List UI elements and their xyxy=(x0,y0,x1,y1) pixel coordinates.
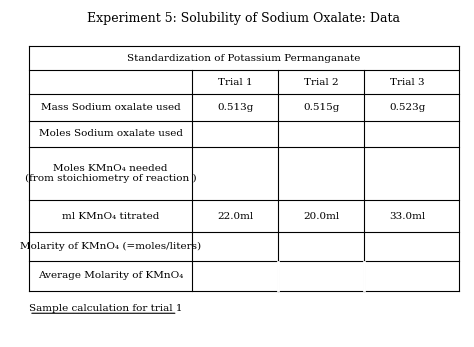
Text: 0.515g: 0.515g xyxy=(303,103,339,112)
Text: ml KMnO₄ titrated: ml KMnO₄ titrated xyxy=(62,212,159,221)
Text: 20.0ml: 20.0ml xyxy=(303,212,339,221)
Text: 0.523g: 0.523g xyxy=(389,103,426,112)
Text: Trial 1: Trial 1 xyxy=(218,77,253,86)
Text: Experiment 5: Solubility of Sodium Oxalate: Data: Experiment 5: Solubility of Sodium Oxala… xyxy=(88,12,401,25)
Text: 22.0ml: 22.0ml xyxy=(217,212,254,221)
Text: Average Molarity of KMnO₄: Average Molarity of KMnO₄ xyxy=(38,271,183,280)
Text: Moles KMnO₄ needed
(from stoichiometry of reaction ): Moles KMnO₄ needed (from stoichiometry o… xyxy=(25,164,197,184)
Text: Molarity of KMnO₄ (=moles/liters): Molarity of KMnO₄ (=moles/liters) xyxy=(20,242,201,251)
Text: Mass Sodium oxalate used: Mass Sodium oxalate used xyxy=(41,103,181,112)
Text: 33.0ml: 33.0ml xyxy=(389,212,426,221)
Text: Sample calculation for trial 1: Sample calculation for trial 1 xyxy=(29,304,182,313)
Text: Standardization of Potassium Permanganate: Standardization of Potassium Permanganat… xyxy=(128,53,361,62)
Text: 0.513g: 0.513g xyxy=(217,103,254,112)
Text: Trial 3: Trial 3 xyxy=(390,77,425,86)
Text: Moles Sodium oxalate used: Moles Sodium oxalate used xyxy=(39,129,182,138)
Text: Trial 2: Trial 2 xyxy=(304,77,338,86)
